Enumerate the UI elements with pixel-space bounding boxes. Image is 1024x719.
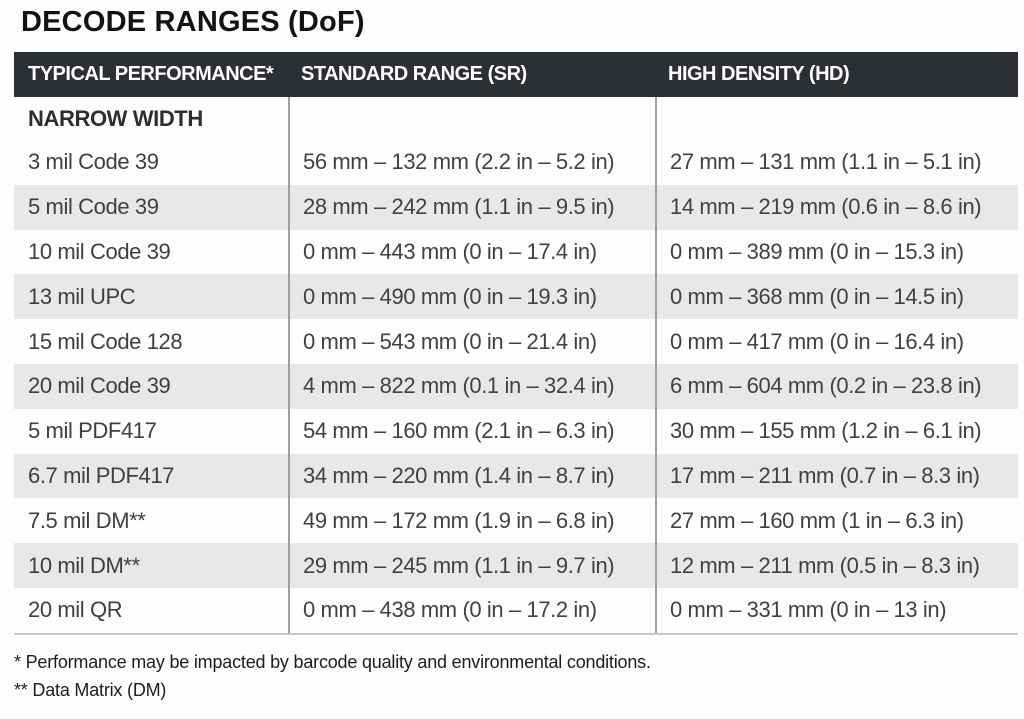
table-section-row: NARROW WIDTH bbox=[14, 97, 1018, 140]
row-label: 6.7 mil PDF417 bbox=[28, 462, 175, 488]
row-standard-range: 0 mm – 543 mm (0 in – 21.4 in) bbox=[288, 319, 655, 364]
row-label: 20 mil Code 39 bbox=[28, 373, 171, 399]
row-label: 13 mil UPC bbox=[28, 283, 136, 309]
row-label: 15 mil Code 128 bbox=[28, 328, 183, 354]
row-high-density: 0 mm – 368 mm (0 in – 14.5 in) bbox=[655, 274, 1018, 320]
section-cell-empty-hd bbox=[655, 97, 1018, 140]
row-standard-range: 28 mm – 242 mm (1.1 in – 9.5 in) bbox=[288, 184, 655, 230]
table-row: 7.5 mil DM** 49 mm – 172 mm (1.9 in – 6.… bbox=[14, 498, 1018, 544]
table-row: 3 mil Code 39 56 mm – 132 mm (2.2 in – 5… bbox=[14, 140, 1018, 185]
table-row: 10 mil Code 39 0 mm – 443 mm (0 in – 17.… bbox=[14, 229, 1018, 275]
row-standard-range: 0 mm – 438 mm (0 in – 17.2 in) bbox=[288, 587, 655, 633]
row-standard-range: 54 mm – 160 mm (2.1 in – 6.3 in) bbox=[288, 408, 655, 454]
footnote-performance: * Performance may be impacted by barcode… bbox=[14, 652, 651, 672]
decode-ranges-table: TYPICAL PERFORMANCE* STANDARD RANGE (SR)… bbox=[14, 52, 1018, 635]
row-standard-range: 49 mm – 172 mm (1.9 in – 6.8 in) bbox=[288, 498, 655, 544]
row-label: 10 mil Code 39 bbox=[28, 238, 171, 264]
row-high-density: 0 mm – 389 mm (0 in – 15.3 in) bbox=[655, 229, 1018, 275]
footnote-data-matrix: ** Data Matrix (DM) bbox=[14, 680, 167, 700]
page-title: DECODE RANGES (DoF) bbox=[21, 6, 365, 38]
row-standard-range: 34 mm – 220 mm (1.4 in – 8.7 in) bbox=[288, 453, 655, 499]
row-label: 10 mil DM** bbox=[28, 552, 140, 578]
row-high-density: 30 mm – 155 mm (1.2 in – 6.1 in) bbox=[655, 408, 1018, 454]
table-row: 20 mil QR 0 mm – 438 mm (0 in – 17.2 in)… bbox=[14, 587, 1018, 633]
row-high-density: 14 mm – 219 mm (0.6 in – 8.6 in) bbox=[655, 184, 1018, 230]
table-row: 5 mil PDF417 54 mm – 160 mm (2.1 in – 6.… bbox=[14, 408, 1018, 454]
row-high-density: 6 mm – 604 mm (0.2 in – 23.8 in) bbox=[655, 363, 1018, 409]
table-header-row: TYPICAL PERFORMANCE* STANDARD RANGE (SR)… bbox=[14, 52, 1018, 97]
row-high-density: 0 mm – 331 mm (0 in – 13 in) bbox=[655, 587, 1018, 633]
row-label: 3 mil Code 39 bbox=[28, 149, 159, 175]
section-label-narrow-width: NARROW WIDTH bbox=[28, 105, 203, 131]
table-row: 15 mil Code 128 0 mm – 543 mm (0 in – 21… bbox=[14, 319, 1018, 364]
row-standard-range: 0 mm – 443 mm (0 in – 17.4 in) bbox=[288, 229, 655, 275]
row-standard-range: 4 mm – 822 mm (0.1 in – 32.4 in) bbox=[288, 363, 655, 409]
column-header-standard-range: STANDARD RANGE (SR) bbox=[301, 63, 527, 85]
row-high-density: 27 mm – 131 mm (1.1 in – 5.1 in) bbox=[655, 140, 1018, 185]
table-row: 5 mil Code 39 28 mm – 242 mm (1.1 in – 9… bbox=[14, 184, 1018, 230]
section-cell-empty-sr bbox=[288, 97, 655, 140]
table-row: 13 mil UPC 0 mm – 490 mm (0 in – 19.3 in… bbox=[14, 274, 1018, 320]
table-row: 6.7 mil PDF417 34 mm – 220 mm (1.4 in – … bbox=[14, 453, 1018, 499]
row-standard-range: 0 mm – 490 mm (0 in – 19.3 in) bbox=[288, 274, 655, 320]
row-high-density: 27 mm – 160 mm (1 in – 6.3 in) bbox=[655, 498, 1018, 544]
row-standard-range: 29 mm – 245 mm (1.1 in – 9.7 in) bbox=[288, 543, 655, 588]
row-high-density: 0 mm – 417 mm (0 in – 16.4 in) bbox=[655, 319, 1018, 364]
column-header-typical-performance: TYPICAL PERFORMANCE* bbox=[28, 63, 274, 85]
table-row: 10 mil DM** 29 mm – 245 mm (1.1 in – 9.7… bbox=[14, 543, 1018, 588]
row-label: 20 mil QR bbox=[28, 597, 123, 623]
row-high-density: 12 mm – 211 mm (0.5 in – 8.3 in) bbox=[655, 543, 1018, 588]
row-label: 5 mil Code 39 bbox=[28, 194, 159, 220]
column-header-high-density: HIGH DENSITY (HD) bbox=[668, 63, 850, 85]
row-standard-range: 56 mm – 132 mm (2.2 in – 5.2 in) bbox=[288, 140, 655, 185]
row-label: 5 mil PDF417 bbox=[28, 418, 157, 444]
row-label: 7.5 mil DM** bbox=[28, 507, 146, 533]
footnotes: * Performance may be impacted by barcode… bbox=[14, 648, 651, 704]
row-high-density: 17 mm – 211 mm (0.7 in – 8.3 in) bbox=[655, 453, 1018, 499]
table-row: 20 mil Code 39 4 mm – 822 mm (0.1 in – 3… bbox=[14, 363, 1018, 409]
